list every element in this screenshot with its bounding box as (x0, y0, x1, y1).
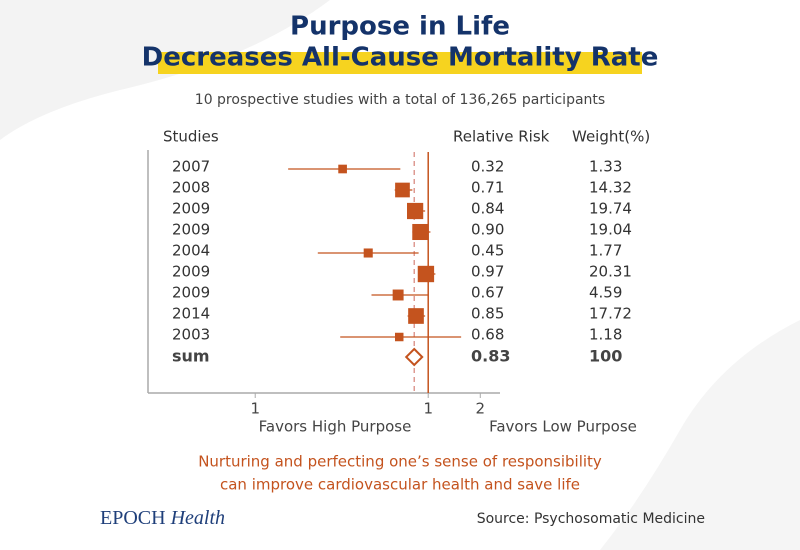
x-tick-label: 1 (250, 400, 260, 418)
weight-square (338, 164, 347, 174)
summary-diamond (404, 347, 424, 367)
weight-square (395, 182, 410, 198)
study-label: 2014 (172, 305, 210, 323)
note: can improve cardiovascular health and sa… (220, 476, 580, 494)
brand: EPOCH Health (100, 507, 225, 529)
summary-rr: 0.83 (471, 347, 510, 366)
rr-label: 0.90 (471, 221, 504, 239)
study-label: 2009 (172, 200, 210, 218)
note: Nurturing and perfecting one’s sense of … (198, 453, 602, 471)
column-label: Relative Risk (453, 128, 550, 146)
weight-label: 17.72 (589, 305, 632, 323)
weight-label: 19.74 (589, 200, 632, 218)
favors-label: Favors High Purpose (259, 418, 412, 436)
weight-label: 1.18 (589, 326, 622, 344)
title-highlight (158, 52, 642, 74)
weight-label: 14.32 (589, 179, 632, 197)
weight-square (407, 202, 424, 220)
weight-label: 20.31 (589, 263, 632, 281)
weight-label: 1.77 (589, 242, 622, 260)
study-label: 2007 (172, 158, 210, 176)
title: Purpose in Life (290, 12, 510, 42)
weight-square (394, 332, 404, 342)
summary-label: sum (172, 347, 210, 366)
rr-label: 0.67 (471, 284, 504, 302)
study-label: 2008 (172, 179, 210, 197)
rr-label: 0.71 (471, 179, 504, 197)
subtitle: 10 prospective studies with a total of 1… (195, 92, 605, 108)
source: Source: Psychosomatic Medicine (477, 511, 705, 527)
x-tick-label: 2 (476, 400, 486, 418)
column-label: Studies (163, 128, 219, 146)
rr-label: 0.32 (471, 158, 504, 176)
favors-label: Favors Low Purpose (489, 418, 637, 436)
study-label: 2009 (172, 221, 210, 239)
weight-square (412, 223, 429, 241)
column-label: Weight(%) (572, 128, 650, 146)
rr-label: 0.45 (471, 242, 504, 260)
study-label: 2009 (172, 263, 210, 281)
weight-label: 19.04 (589, 221, 632, 239)
rr-label: 0.84 (471, 200, 504, 218)
background-shape (600, 320, 800, 550)
weight-square (392, 289, 404, 301)
weight-square (408, 308, 424, 324)
summary-weight: 100 (589, 347, 622, 366)
study-label: 2003 (172, 326, 210, 344)
study-label: 2004 (172, 242, 210, 260)
study-label: 2009 (172, 284, 210, 302)
brand-part: EPOCH (100, 507, 166, 529)
weight-label: 1.33 (589, 158, 622, 176)
rr-label: 0.85 (471, 305, 504, 323)
x-tick-label: 1 (423, 400, 433, 418)
weight-square (417, 265, 435, 283)
rr-label: 0.68 (471, 326, 504, 344)
weight-label: 4.59 (589, 284, 622, 302)
brand-part: Health (170, 507, 225, 529)
weight-square (363, 248, 373, 258)
rr-label: 0.97 (471, 263, 504, 281)
title: Decreases All-Cause Mortality Rate (142, 43, 659, 73)
